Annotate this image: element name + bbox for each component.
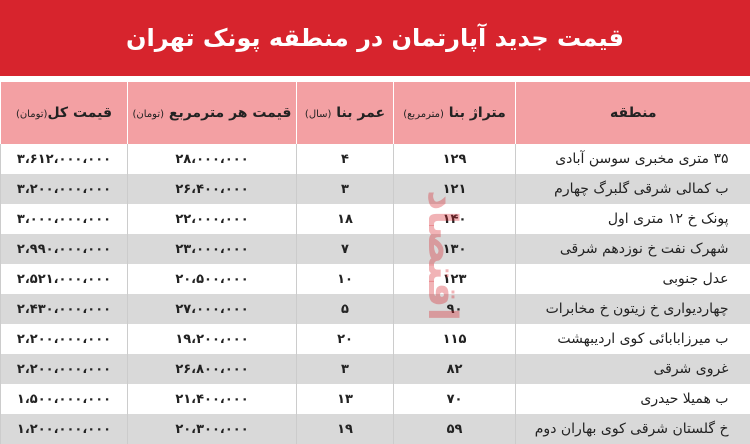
cell-price-per-m2: ۲۶،۴۰۰،۰۰۰ — [127, 174, 297, 204]
header-label: عمر بنا — [336, 105, 386, 121]
cell-age: ۱۳ — [296, 384, 394, 414]
cell-price-per-m2: ۲۲،۰۰۰،۰۰۰ — [127, 204, 297, 234]
cell-total: ۲،۲۰۰،۰۰۰،۰۰۰ — [0, 324, 128, 354]
table-row: ب میرزابابائی کوی اردیبهشت ۱۱۵ ۲۰ ۱۹،۲۰۰،۰۰… — [0, 324, 750, 354]
table-row: عدل جنوبی ۱۲۳ ۱۰ ۲۰،۵۰۰،۰۰۰ ۲،۵۲۱،۰۰۰،۰۰۰ — [0, 264, 750, 294]
table-row: ب کمالی شرقی گلبرگ چهارم ۱۲۱ ۳ ۲۶،۴۰۰،۰۰۰ ۳،… — [0, 174, 750, 204]
cell-age: ۲۰ — [296, 324, 394, 354]
cell-age: ۳ — [296, 174, 394, 204]
cell-age: ۱۸ — [296, 204, 394, 234]
cell-area: ۷۰ — [393, 384, 516, 414]
page-title: قیمت جدید آپارتمان در منطقه پونک تهران — [126, 24, 624, 52]
cell-price-per-m2: ۲۰،۳۰۰،۰۰۰ — [127, 414, 297, 444]
cell-price-per-m2: ۱۹،۲۰۰،۰۰۰ — [127, 324, 297, 354]
cell-total: ۲،۵۲۱،۰۰۰،۰۰۰ — [0, 264, 128, 294]
cell-area: ۱۲۹ — [393, 144, 516, 174]
table-row: ۳۵ متری مخبری سوسن آبادی ۱۲۹ ۴ ۲۸،۰۰۰،۰۰۰ ۳،… — [0, 144, 750, 174]
cell-region: عدل جنوبی — [515, 264, 750, 294]
cell-total: ۱،۲۰۰،۰۰۰،۰۰۰ — [0, 414, 128, 444]
header-age: عمر بنا (سال) — [296, 82, 394, 144]
cell-area: ۱۴۰ — [393, 204, 516, 234]
cell-total: ۲،۹۹۰،۰۰۰،۰۰۰ — [0, 234, 128, 264]
cell-price-per-m2: ۲۱،۴۰۰،۰۰۰ — [127, 384, 297, 414]
price-table: منطقه متراژ بنا (مترمربع) عمر بنا (سال) … — [0, 82, 750, 444]
header-unit: (سال) — [304, 109, 332, 120]
cell-total: ۳،۰۰۰،۰۰۰،۰۰۰ — [0, 204, 128, 234]
cell-total: ۳،۲۰۰،۰۰۰،۰۰۰ — [0, 174, 128, 204]
header-label: منطقه — [609, 105, 657, 121]
table-row: ب همیلا حیدری ۷۰ ۱۳ ۲۱،۴۰۰،۰۰۰ ۱،۵۰۰،۰۰۰،۰۰۰ — [0, 384, 750, 414]
header-unit: (تومان) — [15, 109, 48, 120]
cell-total: ۲،۲۰۰،۰۰۰،۰۰۰ — [0, 354, 128, 384]
cell-price-per-m2: ۲۳،۰۰۰،۰۰۰ — [127, 234, 297, 264]
header-unit: (تومان) — [132, 109, 165, 120]
cell-region: ب کمالی شرقی گلبرگ چهارم — [515, 174, 750, 204]
cell-area: ۱۳۰ — [393, 234, 516, 264]
cell-price-per-m2: ۲۸،۰۰۰،۰۰۰ — [127, 144, 297, 174]
cell-area: ۹۰ — [393, 294, 516, 324]
table-row: خ گلستان شرقی کوی بهاران دوم ۵۹ ۱۹ ۲۰،۳۰۰،۰… — [0, 414, 750, 444]
cell-region: چهاردیواری خ زیتون خ مخابرات — [515, 294, 750, 324]
header-area: متراژ بنا (مترمربع) — [393, 82, 516, 144]
title-bar: قیمت جدید آپارتمان در منطقه پونک تهران — [0, 0, 750, 76]
header-price-per-m2: قیمت هر مترمربع (تومان) — [127, 82, 297, 144]
cell-region: غروی شرقی — [515, 354, 750, 384]
cell-price-per-m2: ۲۶،۸۰۰،۰۰۰ — [127, 354, 297, 384]
cell-age: ۷ — [296, 234, 394, 264]
cell-area: ۸۲ — [393, 354, 516, 384]
cell-age: ۱۰ — [296, 264, 394, 294]
cell-region: پونک خ ۱۲ متری اول — [515, 204, 750, 234]
header-label: متراژ بنا — [448, 105, 506, 121]
table-row: پونک خ ۱۲ متری اول ۱۴۰ ۱۸ ۲۲،۰۰۰،۰۰۰ ۳،۰۰۰،۰… — [0, 204, 750, 234]
header-unit: (مترمربع) — [403, 109, 444, 120]
header-row: منطقه متراژ بنا (مترمربع) عمر بنا (سال) … — [0, 82, 750, 144]
cell-region: ۳۵ متری مخبری سوسن آبادی — [515, 144, 750, 174]
header-label: قیمت کل — [47, 105, 113, 121]
table-row: شهرک نفت خ نوزدهم شرقی ۱۳۰ ۷ ۲۳،۰۰۰،۰۰۰ ۲،۹۹… — [0, 234, 750, 264]
cell-area: ۱۱۵ — [393, 324, 516, 354]
cell-area: ۱۲۱ — [393, 174, 516, 204]
cell-price-per-m2: ۲۰،۵۰۰،۰۰۰ — [127, 264, 297, 294]
table-row: چهاردیواری خ زیتون خ مخابرات ۹۰ ۵ ۲۷،۰۰۰،۰۰… — [0, 294, 750, 324]
cell-region: ب همیلا حیدری — [515, 384, 750, 414]
cell-total: ۲،۴۳۰،۰۰۰،۰۰۰ — [0, 294, 128, 324]
table-row: غروی شرقی ۸۲ ۳ ۲۶،۸۰۰،۰۰۰ ۲،۲۰۰،۰۰۰،۰۰۰ — [0, 354, 750, 384]
cell-age: ۱۹ — [296, 414, 394, 444]
cell-age: ۵ — [296, 294, 394, 324]
cell-age: ۴ — [296, 144, 394, 174]
cell-total: ۱،۵۰۰،۰۰۰،۰۰۰ — [0, 384, 128, 414]
cell-total: ۳،۶۱۲،۰۰۰،۰۰۰ — [0, 144, 128, 174]
cell-age: ۳ — [296, 354, 394, 384]
cell-region: ب میرزابابائی کوی اردیبهشت — [515, 324, 750, 354]
cell-area: ۱۲۳ — [393, 264, 516, 294]
cell-region: شهرک نفت خ نوزدهم شرقی — [515, 234, 750, 264]
cell-region: خ گلستان شرقی کوی بهاران دوم — [515, 414, 750, 444]
cell-price-per-m2: ۲۷،۰۰۰،۰۰۰ — [127, 294, 297, 324]
header-total: قیمت کل(تومان) — [0, 82, 128, 144]
header-label: قیمت هر مترمربع — [168, 105, 292, 121]
header-region: منطقه — [515, 82, 750, 144]
cell-area: ۵۹ — [393, 414, 516, 444]
